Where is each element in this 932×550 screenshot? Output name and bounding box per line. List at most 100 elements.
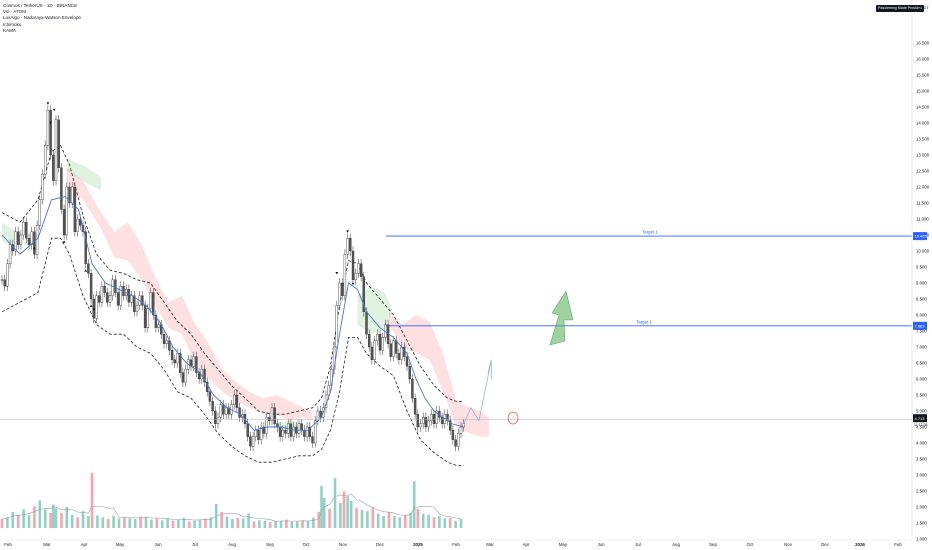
- x-tick-label: Oct: [303, 542, 311, 547]
- ichimoku-indicator-label[interactable]: Ichimoku: [3, 21, 22, 27]
- volume-bar: [11, 511, 15, 528]
- volume-bar: [204, 518, 207, 528]
- candle-body: [392, 340, 395, 357]
- candle-body: [216, 417, 220, 424]
- y-tick-label: 8.500: [916, 297, 927, 302]
- swing-marker: [346, 230, 349, 233]
- y-tick-label: 5.000: [916, 409, 927, 414]
- kama-indicator-label[interactable]: KAMA: [3, 27, 17, 33]
- candle-body: [308, 426, 311, 437]
- mode-badge[interactable]: Pasoleming Mode Provided: [876, 5, 924, 12]
- volume-average-line: [1, 493, 462, 522]
- target-lower-badge-bg: [913, 321, 927, 330]
- volume-bar: [198, 519, 202, 528]
- volume-bars: [0, 472, 463, 528]
- volume-bar: [220, 511, 223, 528]
- cloud-bearish-0: [66, 167, 313, 421]
- y-tick-label: 7.000: [916, 345, 927, 350]
- candle-body: [89, 273, 93, 300]
- candle-body: [133, 295, 136, 312]
- candle-body: [106, 292, 109, 303]
- x-tick-label: Jul: [635, 542, 641, 547]
- volume-bar: [322, 498, 326, 528]
- candle-body: [338, 282, 341, 306]
- candle-body: [211, 401, 214, 412]
- candle-body: [70, 186, 74, 204]
- target-lower-badge-text: 7.663: [915, 323, 926, 328]
- candle-body: [181, 372, 185, 383]
- candle-body: [270, 407, 274, 421]
- volume-bar: [416, 508, 420, 528]
- candle-body: [203, 369, 206, 383]
- target-upper-badge-text: 10.465: [915, 234, 928, 239]
- candle-body: [427, 420, 430, 428]
- candle-body: [184, 369, 187, 383]
- candle-body: [373, 340, 376, 361]
- projection-arrows: [463, 290, 574, 425]
- candle-body: [395, 340, 398, 354]
- time-axis: Feb Mar Apr May Jun Jul Aug Sep Oct Nov Dec 2025 Feb…: [0, 539, 912, 547]
- candle-body: [419, 423, 422, 428]
- volume-bar: [398, 517, 402, 528]
- volume-bar: [27, 515, 31, 528]
- envelope-indicator-label[interactable]: LuxAlgo - Nadaraya-Watson Envelope: [3, 15, 81, 21]
- volume-bar: [52, 504, 55, 528]
- kama-line: [1, 196, 464, 431]
- volume-bar: [279, 520, 283, 528]
- volume-bar: [371, 507, 375, 528]
- swing-marker: [92, 307, 96, 310]
- volume-indicator-label[interactable]: Vol · ATOM: [3, 9, 27, 15]
- candle-body: [403, 346, 406, 357]
- volume-bar: [290, 522, 294, 528]
- swing-marker: [33, 246, 36, 250]
- volume-bar: [438, 516, 441, 528]
- candle-body: [224, 407, 228, 415]
- candle-body: [25, 221, 28, 239]
- candle-body: [249, 436, 252, 447]
- nadaraya-watson-envelope: [1, 144, 464, 466]
- candle-body: [305, 426, 309, 437]
- cloud-bullish-0: [2, 222, 16, 248]
- kama-line: [1, 196, 464, 431]
- candle-body: [265, 417, 268, 434]
- candle-body: [8, 244, 12, 265]
- candle-body: [65, 186, 69, 236]
- target-levels: Target 1 Target 1: [0, 230, 912, 420]
- volume-bar: [366, 511, 369, 528]
- swing-marker: [351, 282, 355, 285]
- volume-bar: [346, 496, 349, 528]
- volume-bar: [123, 517, 126, 528]
- candle-body: [359, 263, 363, 277]
- x-tick-label: Mar: [43, 542, 51, 547]
- volume-bar: [301, 520, 304, 528]
- candle-body: [176, 353, 179, 364]
- x-tick-label: Nov: [784, 542, 793, 547]
- volume-bar: [403, 514, 407, 528]
- cloud-bearish-1: [389, 311, 489, 437]
- candle-body: [424, 417, 428, 428]
- x-tick-label: May: [559, 542, 568, 547]
- y-tick-label: 1.500: [916, 521, 927, 526]
- volume-bar: [328, 508, 331, 528]
- volume-bar: [76, 517, 79, 528]
- candle-body: [192, 356, 195, 367]
- x-tick-label: 2025: [413, 542, 423, 547]
- candle-body: [97, 295, 101, 303]
- candle-body: [327, 385, 330, 396]
- volume-bar: [182, 517, 186, 528]
- volume-bar: [60, 513, 63, 528]
- y-tick-label: 12.500: [916, 169, 930, 174]
- candle-body: [311, 436, 314, 444]
- volume-bar: [193, 520, 196, 528]
- candle-body: [273, 407, 276, 424]
- candle-body: [114, 279, 117, 293]
- volume-bar: [144, 516, 148, 528]
- x-tick-label: Feb: [894, 542, 902, 547]
- volume-bar: [65, 507, 69, 528]
- x-tick-label: Jun: [597, 542, 605, 547]
- y-tick-label: 2.500: [916, 489, 927, 494]
- volume-bar: [387, 512, 391, 528]
- x-tick-label: Sep: [266, 542, 274, 547]
- volume-bar: [81, 511, 85, 528]
